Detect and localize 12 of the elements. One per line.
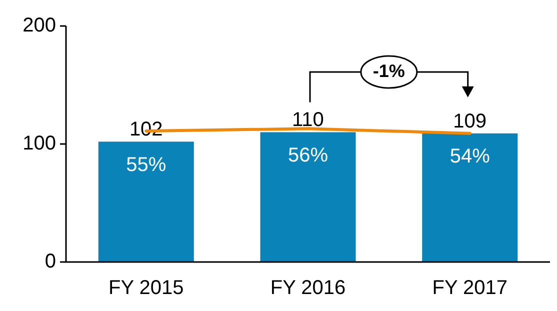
annotation: 55% — [126, 154, 166, 176]
y-tick-label: 200 — [22, 14, 56, 36]
x-tick-label: FY 2015 — [108, 277, 184, 299]
y-tick-label: 0 — [44, 250, 56, 272]
data-label: 110 — [292, 109, 324, 132]
annotation: 54% — [450, 146, 490, 168]
x-tick-label: FY 2017 — [432, 277, 508, 299]
annotation: -1% — [372, 60, 405, 81]
y-tick-label: 100 — [22, 132, 56, 154]
x-tick-label: FY 2016 — [270, 277, 346, 299]
data-label: 109 — [453, 110, 487, 132]
annotation: 56% — [288, 144, 328, 166]
